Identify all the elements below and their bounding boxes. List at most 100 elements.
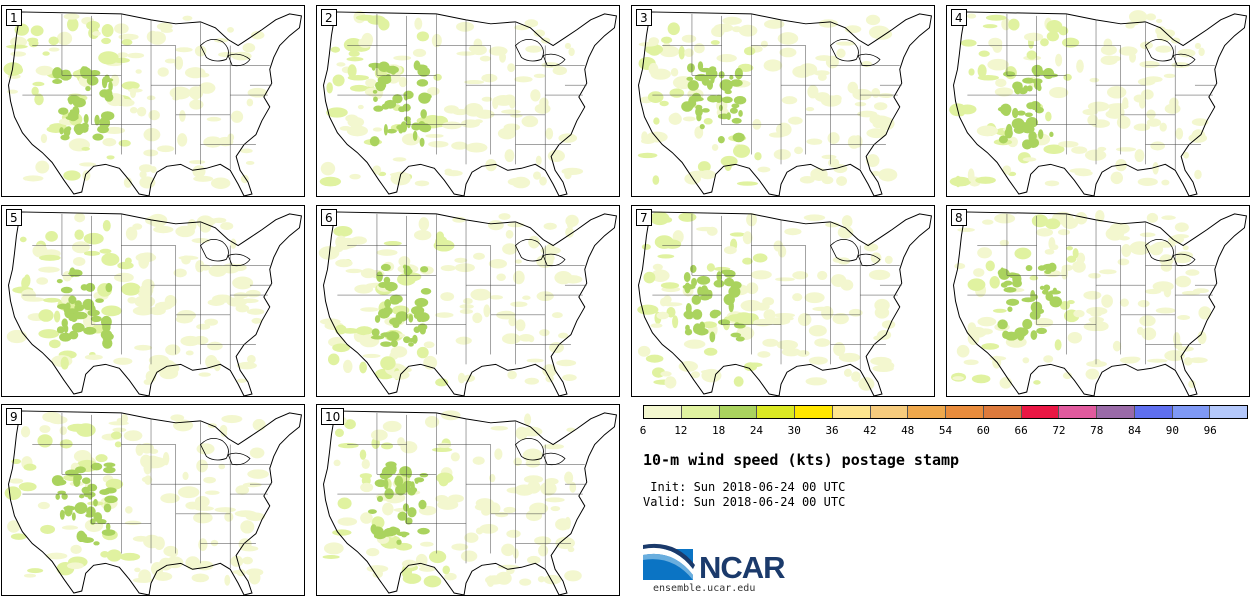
wind-shading	[394, 475, 404, 487]
wind-shading	[100, 111, 115, 121]
wind-shading	[164, 58, 177, 64]
wind-shading	[1198, 47, 1205, 57]
wind-shading	[371, 328, 380, 337]
wind-shading	[34, 93, 44, 106]
wind-shading	[1159, 122, 1167, 132]
wind-shading	[1022, 157, 1037, 162]
wind-shading	[152, 536, 159, 546]
coastline	[323, 11, 618, 196]
wind-shading	[1033, 80, 1041, 90]
wind-shading	[95, 298, 104, 303]
wind-shading	[83, 326, 97, 335]
wind-shading	[465, 142, 488, 153]
wind-shading	[568, 47, 575, 57]
wind-shading	[198, 372, 211, 377]
wind-shading	[1033, 380, 1041, 385]
wind-shading	[503, 123, 521, 131]
wind-shading	[998, 135, 1008, 144]
wind-shading	[440, 410, 461, 421]
wind-shading	[1145, 288, 1162, 295]
member-panel-9: 9	[1, 404, 305, 596]
wind-shading	[1085, 368, 1100, 380]
wind-shading	[473, 252, 485, 260]
wind-shading	[814, 338, 831, 347]
wind-shading	[246, 98, 254, 107]
wind-shading	[1044, 248, 1055, 255]
wind-shading	[418, 499, 427, 510]
wind-shading	[699, 294, 711, 301]
member-label: 9	[6, 408, 22, 425]
map-svg	[4, 410, 303, 595]
wind-shading	[240, 148, 253, 154]
wind-shading	[118, 33, 139, 41]
wind-shading	[1049, 131, 1054, 138]
wind-shading	[1022, 318, 1033, 330]
wind-shading	[1152, 162, 1159, 175]
wind-shading	[1087, 114, 1099, 126]
wind-shading	[373, 96, 378, 102]
wind-shading	[81, 146, 90, 151]
wind-shading	[100, 315, 112, 328]
wind-shading	[403, 480, 414, 487]
wind-shading	[136, 106, 147, 117]
wind-shading	[335, 259, 353, 268]
wind-shading	[67, 17, 79, 32]
wind-shading	[1169, 97, 1179, 109]
wind-shading	[1005, 123, 1013, 135]
wind-shading	[1046, 31, 1060, 42]
wind-shading	[392, 157, 407, 162]
wind-shading	[522, 295, 531, 300]
wind-shading	[84, 354, 103, 360]
wind-shading	[763, 59, 783, 72]
wind-shading	[366, 547, 380, 557]
wind-shading	[456, 21, 475, 32]
wind-shading	[338, 442, 359, 449]
wind-shading	[475, 109, 495, 119]
wind-shading	[58, 107, 69, 115]
great-lakes	[830, 239, 881, 267]
wind-shading	[503, 506, 517, 514]
wind-shading	[775, 277, 795, 282]
wind-shading	[31, 86, 39, 96]
wind-shading	[9, 478, 24, 484]
wind-shading	[412, 48, 427, 58]
wind-shading	[796, 350, 810, 357]
wind-shading	[1198, 306, 1212, 320]
wind-shading	[967, 168, 975, 182]
wind-shading	[539, 329, 550, 337]
wind-shading	[1054, 339, 1062, 351]
wind-shading	[169, 86, 191, 100]
wind-shading	[437, 442, 452, 449]
wind-shading	[490, 425, 508, 431]
wind-shading	[473, 38, 483, 50]
wind-shading	[129, 107, 138, 114]
wind-shading	[1161, 215, 1176, 220]
wind-shading	[506, 487, 523, 494]
wind-shading	[104, 126, 125, 135]
wind-shading	[373, 532, 387, 540]
wind-shading	[528, 235, 540, 249]
wind-shading	[1003, 71, 1016, 77]
wind-shading	[65, 308, 79, 314]
wind-shading	[525, 509, 543, 522]
wind-shading	[101, 24, 114, 38]
wind-shading	[134, 295, 156, 308]
wind-shading	[799, 176, 815, 184]
wind-shading	[143, 128, 161, 142]
wind-shading	[423, 341, 435, 349]
wind-shading	[682, 116, 696, 122]
wind-shading	[121, 413, 128, 424]
wind-shading	[1062, 372, 1072, 380]
wind-shading	[414, 478, 419, 484]
wind-shading	[1026, 50, 1037, 60]
wind-shading	[552, 66, 568, 76]
wind-shading	[837, 225, 854, 239]
wind-shading	[408, 314, 414, 323]
wind-shading	[182, 471, 189, 481]
wind-shading	[722, 16, 742, 25]
member-panel-7: 7	[631, 205, 935, 397]
wind-shading	[45, 231, 58, 242]
wind-shading	[104, 495, 118, 504]
wind-shading	[693, 43, 705, 54]
colorbar-ticks: 6 12 18 24 30 36 42 48 54 60 66 72 78 84 90 96	[640, 424, 1248, 438]
